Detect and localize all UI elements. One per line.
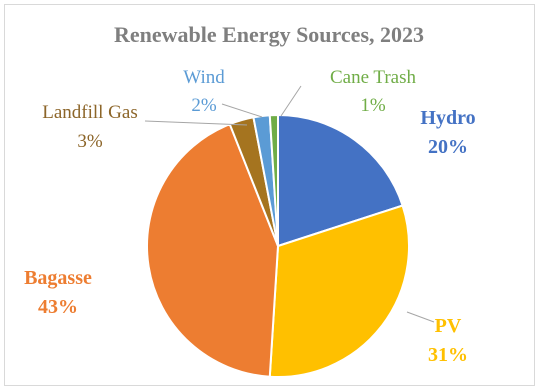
leader-line-wind [221, 103, 263, 118]
leader-lines [144, 85, 435, 323]
leader-line-landfill-gas [144, 120, 248, 126]
pie-slice-hydro [277, 113, 404, 248]
pie-slice-pv [268, 204, 410, 378]
slice-label-name: Bagasse [24, 267, 92, 289]
slice-label-value: 1% [360, 95, 386, 116]
slice-label-name: Cane Trash [330, 67, 417, 88]
slice-label-name: Wind [183, 67, 225, 88]
slice-label-value: 31% [428, 344, 468, 366]
slice-label-value: 3% [77, 131, 103, 152]
slice-label-name: Landfill Gas [42, 102, 138, 123]
leader-line-pv [406, 311, 435, 323]
pie-slices [146, 113, 410, 378]
slice-labels: Hydro 20% PV 31% Bagasse 43% Landfill Gas 3% Win… [24, 67, 476, 366]
chart-title: Renewable Energy Sources, 2023 [114, 22, 424, 47]
leader-line-cane-trash [280, 85, 302, 117]
pie-slice-bagasse [146, 122, 280, 378]
slice-label-name: Hydro [420, 107, 475, 129]
slice-label-value: 20% [428, 136, 468, 158]
slice-label-value: 43% [38, 296, 78, 318]
slice-label-name: PV [435, 315, 462, 337]
pie-slice-cane-trash [268, 113, 279, 247]
slice-label-value: 2% [191, 95, 217, 116]
